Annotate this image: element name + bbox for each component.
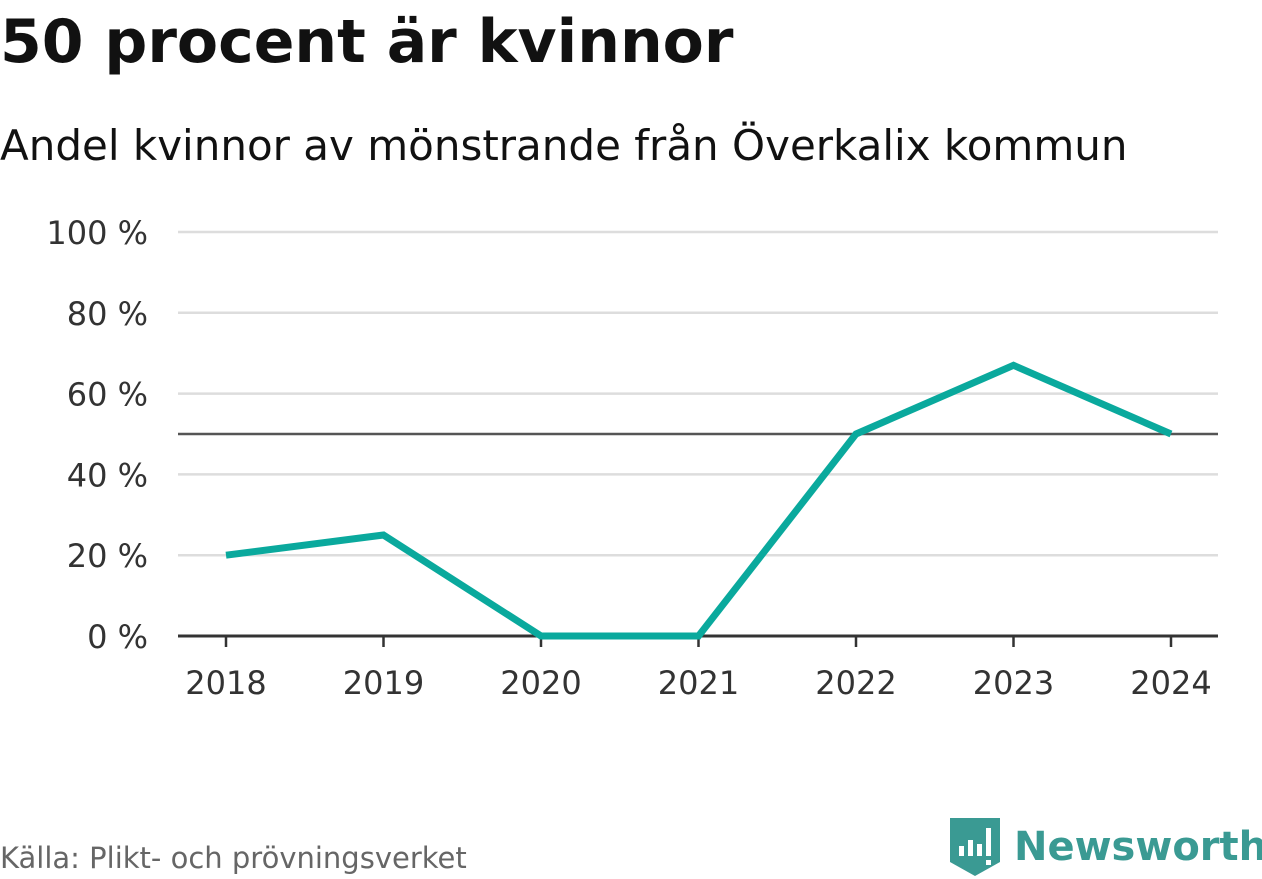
x-tick-label: 2020 (500, 664, 581, 702)
brand-name: Newsworthy (1014, 824, 1262, 870)
y-tick-label: 100 % (46, 214, 148, 252)
y-tick-label: 0 % (87, 618, 148, 656)
x-tick-label: 2023 (973, 664, 1054, 702)
gridlines (178, 230, 1218, 557)
y-axis-labels: 0 % 20 % 40 % 60 % 80 % 100 % (46, 214, 148, 656)
source-note: Källa: Plikt- och prövningsverket (0, 841, 467, 875)
x-tick-label: 2019 (343, 664, 424, 702)
x-tick-label: 2021 (658, 664, 739, 702)
y-tick-label: 40 % (67, 456, 148, 494)
brand-logo: Newsworthy (950, 818, 1262, 876)
x-tick-label: 2024 (1130, 664, 1211, 702)
chart-title: 50 procent är kvinnor (0, 7, 734, 77)
y-tick-label: 20 % (67, 537, 148, 575)
newsworthy-logo-icon (950, 818, 1000, 876)
x-tick-label: 2022 (815, 664, 896, 702)
y-tick-label: 80 % (67, 295, 148, 333)
y-tick-label: 60 % (67, 376, 148, 414)
series-layer (225, 361, 1173, 640)
series-line-0 (225, 361, 1173, 640)
x-axis-labels: 2018 2019 2020 2021 2022 2023 2024 (185, 664, 1211, 702)
x-tick-label: 2018 (185, 664, 266, 702)
chart-subtitle: Andel kvinnor av mönstrande från Överkal… (0, 121, 1128, 170)
